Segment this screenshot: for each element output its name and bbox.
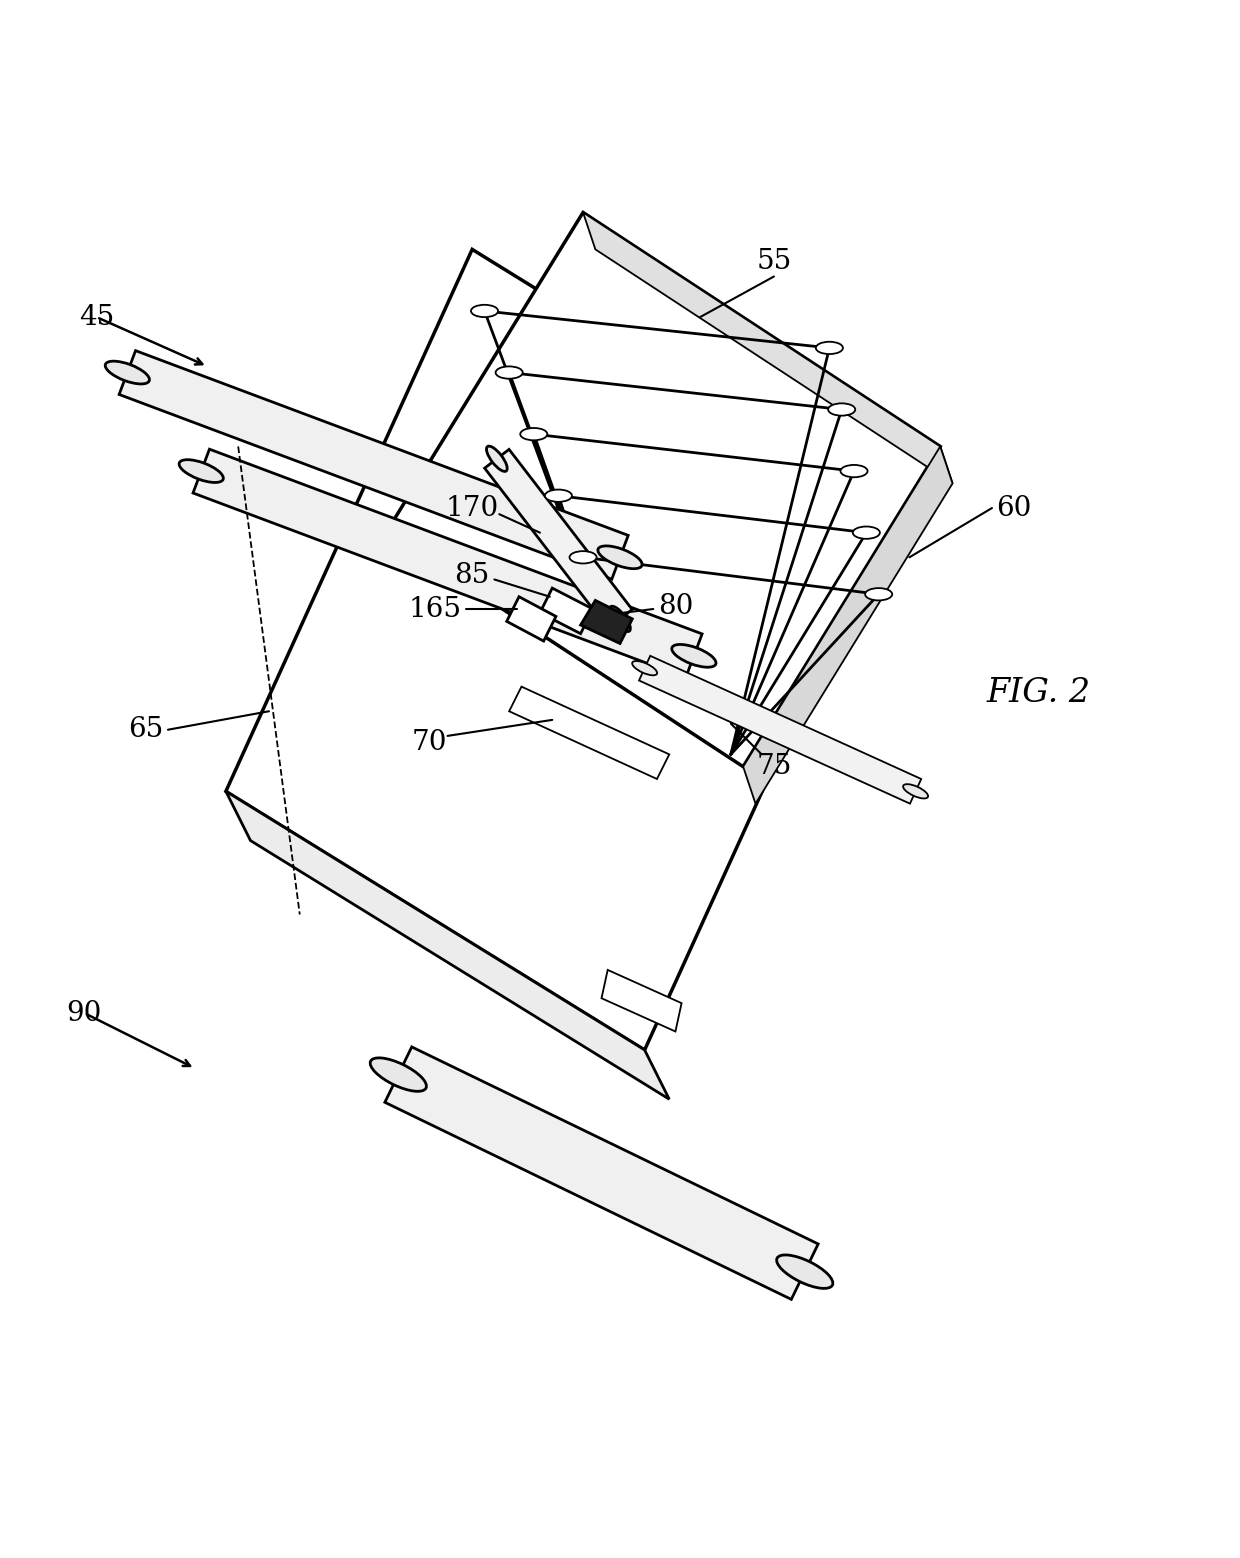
Polygon shape (507, 597, 556, 640)
Polygon shape (193, 449, 702, 678)
Text: 55: 55 (756, 248, 791, 276)
Ellipse shape (841, 464, 868, 477)
Ellipse shape (521, 428, 547, 441)
Ellipse shape (853, 527, 880, 539)
Ellipse shape (903, 784, 928, 798)
Polygon shape (743, 447, 952, 804)
Ellipse shape (371, 1058, 427, 1091)
Ellipse shape (776, 1254, 833, 1288)
Polygon shape (384, 1047, 818, 1299)
Ellipse shape (486, 446, 507, 472)
Text: 45: 45 (79, 304, 114, 330)
Polygon shape (510, 687, 670, 779)
Polygon shape (119, 351, 629, 580)
Text: 75: 75 (756, 753, 791, 781)
Polygon shape (226, 249, 892, 1050)
Ellipse shape (828, 404, 856, 416)
Ellipse shape (179, 460, 223, 483)
Ellipse shape (816, 341, 843, 354)
Polygon shape (580, 600, 632, 643)
Text: 70: 70 (412, 729, 446, 756)
Ellipse shape (672, 645, 715, 667)
Polygon shape (539, 587, 593, 634)
Text: FIG. 2: FIG. 2 (987, 676, 1091, 709)
Ellipse shape (569, 552, 596, 564)
Polygon shape (386, 212, 940, 767)
Polygon shape (601, 971, 682, 1031)
Ellipse shape (610, 606, 630, 631)
Ellipse shape (866, 587, 893, 600)
Text: 85: 85 (455, 562, 490, 589)
Text: 60: 60 (997, 494, 1032, 522)
Ellipse shape (598, 545, 642, 569)
Ellipse shape (471, 305, 498, 318)
Ellipse shape (105, 361, 150, 383)
Text: 90: 90 (67, 1000, 102, 1027)
Polygon shape (226, 791, 670, 1100)
Ellipse shape (632, 661, 657, 675)
Ellipse shape (496, 366, 523, 379)
Ellipse shape (544, 489, 572, 502)
Polygon shape (639, 656, 921, 804)
Text: 65: 65 (128, 717, 164, 743)
Text: 170: 170 (445, 494, 498, 522)
Polygon shape (583, 212, 952, 483)
Text: 165: 165 (409, 595, 461, 623)
Text: 80: 80 (657, 594, 693, 620)
Polygon shape (485, 449, 632, 628)
